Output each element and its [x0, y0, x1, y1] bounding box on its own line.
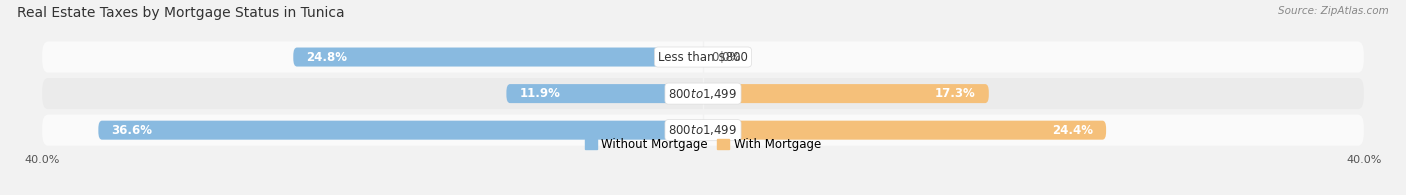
FancyBboxPatch shape	[506, 84, 703, 103]
FancyBboxPatch shape	[703, 84, 988, 103]
FancyBboxPatch shape	[703, 121, 1107, 140]
FancyBboxPatch shape	[98, 121, 703, 140]
Text: $800 to $1,499: $800 to $1,499	[668, 87, 738, 101]
Text: 24.4%: 24.4%	[1052, 124, 1092, 137]
Text: Less than $800: Less than $800	[658, 51, 748, 64]
Text: 24.8%: 24.8%	[307, 51, 347, 64]
Text: 0.0%: 0.0%	[711, 51, 741, 64]
Text: Source: ZipAtlas.com: Source: ZipAtlas.com	[1278, 6, 1389, 16]
FancyBboxPatch shape	[42, 115, 1364, 146]
FancyBboxPatch shape	[294, 48, 703, 66]
Legend: Without Mortgage, With Mortgage: Without Mortgage, With Mortgage	[581, 133, 825, 156]
FancyBboxPatch shape	[42, 42, 1364, 73]
Text: Real Estate Taxes by Mortgage Status in Tunica: Real Estate Taxes by Mortgage Status in …	[17, 6, 344, 20]
FancyBboxPatch shape	[42, 78, 1364, 109]
Text: 36.6%: 36.6%	[111, 124, 153, 137]
Text: $800 to $1,499: $800 to $1,499	[668, 123, 738, 137]
Text: 17.3%: 17.3%	[935, 87, 976, 100]
Text: 11.9%: 11.9%	[520, 87, 561, 100]
